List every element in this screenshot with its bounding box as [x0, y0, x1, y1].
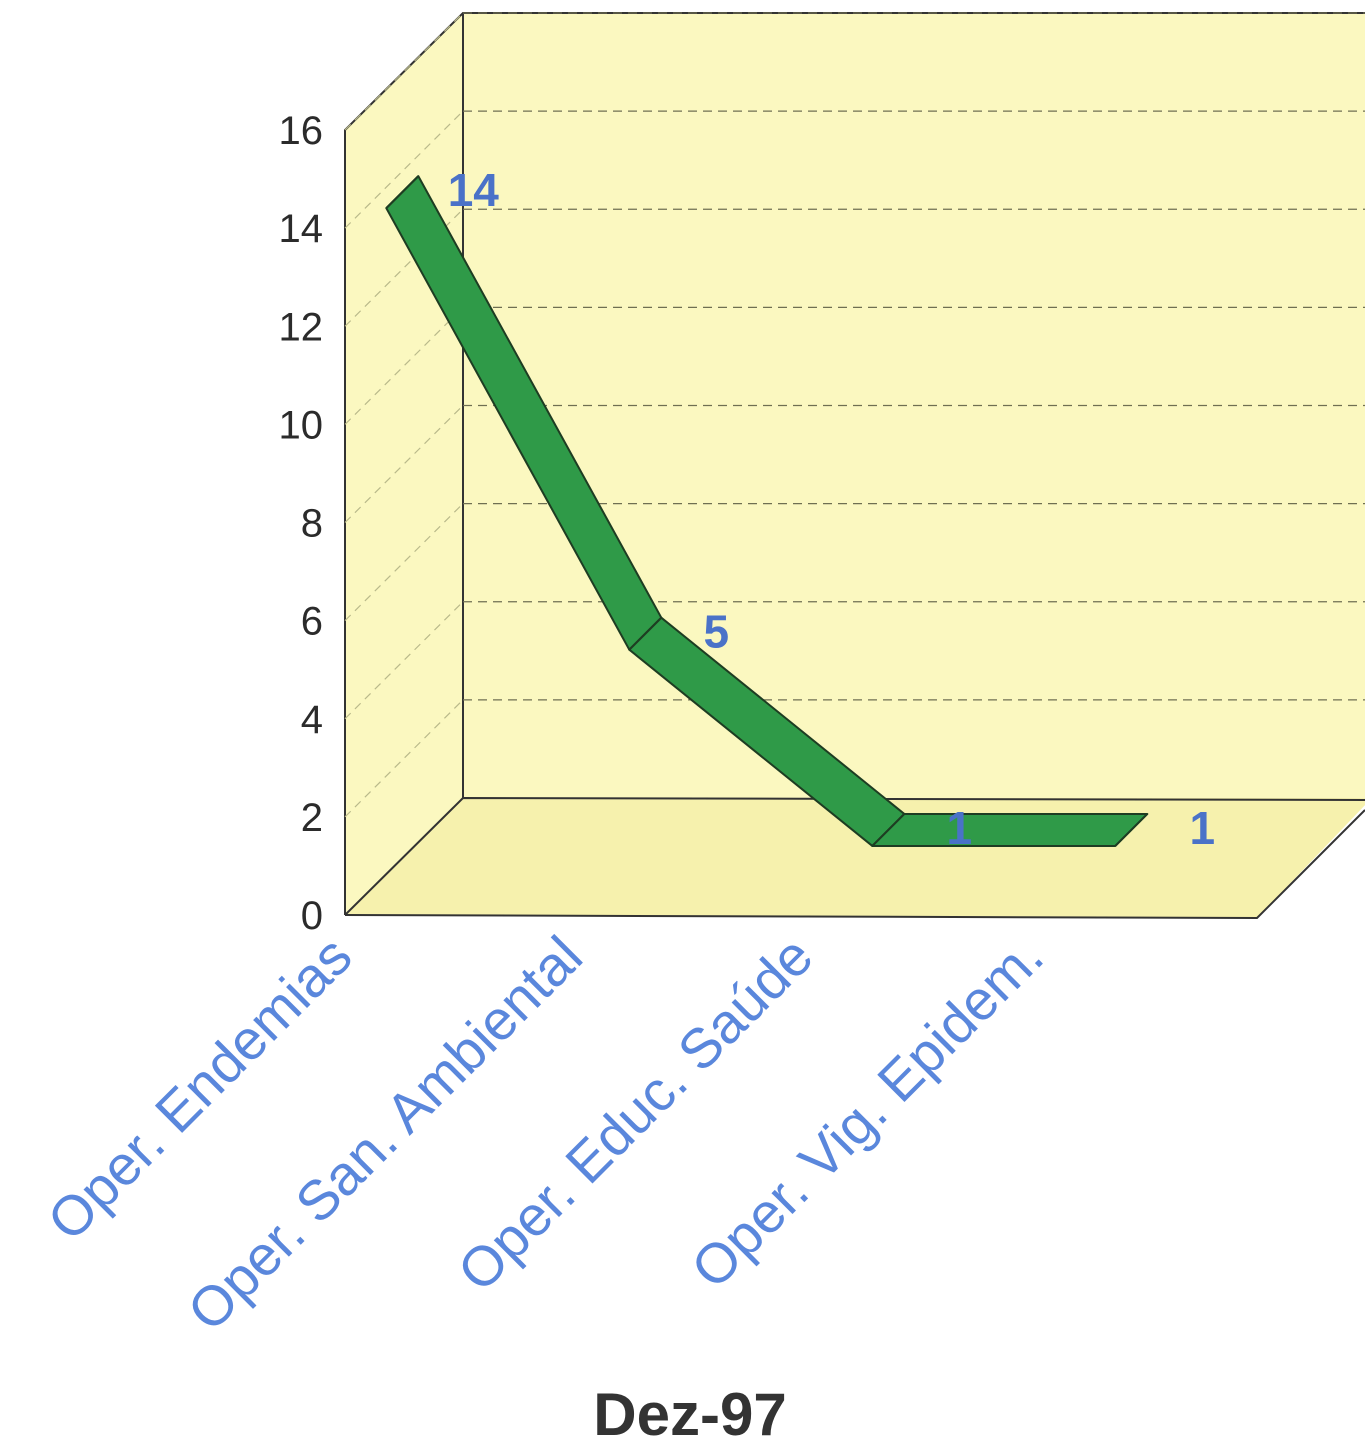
series-ribbon: [385, 175, 1149, 847]
y-tick-label: 16: [279, 109, 324, 153]
y-axis-ticks: 0 2 4 6 8 10 12 14 16: [279, 109, 324, 938]
y-tick-label: 6: [301, 600, 323, 644]
data-label: 1: [1190, 802, 1216, 854]
y-tick-label: 2: [301, 796, 323, 840]
series-point: [1114, 813, 1149, 847]
y-tick-label: 10: [279, 403, 324, 447]
y-tick-label: 4: [301, 698, 323, 742]
data-label: 14: [448, 164, 500, 216]
series-segment: [871, 812, 1149, 847]
back-wall: [345, 13, 1365, 915]
y-tick-label: 0: [301, 894, 323, 938]
floor-front-edge: [344, 809, 1365, 920]
series-point: [385, 175, 420, 209]
x-axis-title: Dez-97: [593, 1381, 786, 1442]
series-point: [871, 813, 906, 847]
y-tick-label: 14: [279, 207, 324, 251]
series-point: [628, 616, 663, 651]
category-label: Oper. San. Ambiental: [175, 924, 594, 1343]
data-label: 1: [947, 802, 973, 854]
data-labels: 14 5 1 1: [448, 164, 1215, 854]
y-tick-label: 12: [279, 305, 324, 349]
floor-back-edge: [344, 796, 1365, 916]
y-tick-label: 8: [301, 502, 323, 546]
data-label: 5: [704, 606, 730, 658]
